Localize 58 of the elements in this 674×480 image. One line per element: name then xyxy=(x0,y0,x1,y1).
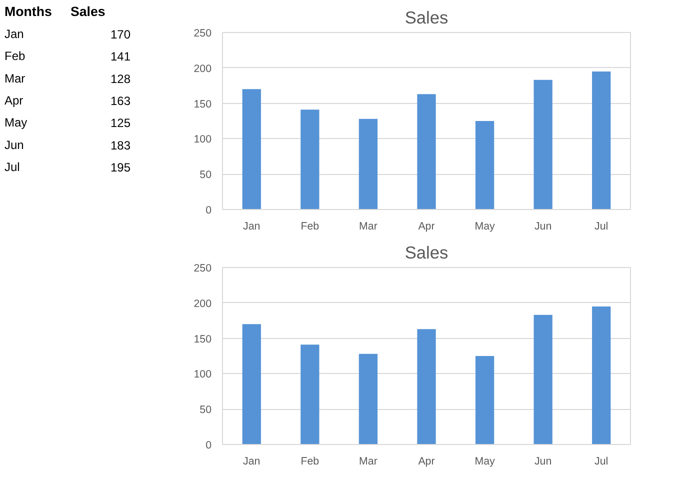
x-tick-label: Feb xyxy=(300,456,320,468)
y-tick-label: 50 xyxy=(200,404,212,416)
bar xyxy=(300,110,320,210)
y-tick-label: 100 xyxy=(194,134,212,146)
chart-title: Sales xyxy=(404,242,449,262)
category-label: Apr xyxy=(4,94,24,108)
bar xyxy=(475,121,494,210)
chart-title: Sales xyxy=(404,8,449,28)
category-label: Mar xyxy=(4,71,26,86)
category-label: Feb xyxy=(4,49,26,64)
category-label: Jun xyxy=(4,138,24,152)
category-label: Jan xyxy=(4,26,24,41)
data-label: 163 xyxy=(110,94,131,108)
y-tick-label: 100 xyxy=(194,368,212,381)
x-tick-label: May xyxy=(474,456,496,468)
bar xyxy=(358,118,378,210)
bar xyxy=(534,80,552,210)
data-label: 183 xyxy=(110,138,131,152)
x-tick-label: Mar xyxy=(359,456,378,468)
x-tick-label: Mar xyxy=(359,220,378,232)
y-tick-label: 150 xyxy=(194,333,212,346)
text: Months xyxy=(4,4,52,20)
x-tick-label: May xyxy=(474,220,496,232)
x-tick-label: Jun xyxy=(534,220,552,232)
data-label: 128 xyxy=(110,72,131,86)
y-tick-label: 200 xyxy=(194,62,212,75)
y-tick-label: 250 xyxy=(194,28,212,40)
bar xyxy=(242,324,261,444)
y-tick-label: 150 xyxy=(194,98,212,110)
data-label: 141 xyxy=(110,50,131,64)
data-label: 125 xyxy=(110,116,131,130)
bar xyxy=(592,71,611,210)
category-label: May xyxy=(4,116,28,130)
x-tick-label: Jul xyxy=(594,220,608,232)
y-tick-label: 0 xyxy=(206,440,212,452)
x-tick-label: Jan xyxy=(243,220,260,232)
x-tick-label: Jul xyxy=(594,456,608,468)
x-tick-label: Apr xyxy=(418,456,436,468)
y-tick-label: 250 xyxy=(194,262,212,274)
y-tick-label: 50 xyxy=(200,169,212,182)
x-tick-label: Feb xyxy=(300,220,320,232)
data-label: 195 xyxy=(110,160,131,175)
bar xyxy=(242,89,261,210)
x-tick-label: Jan xyxy=(243,456,260,468)
y-tick-label: 200 xyxy=(194,298,212,310)
data-label: 170 xyxy=(110,27,131,42)
text: Sales xyxy=(70,4,106,20)
bar xyxy=(417,329,436,444)
category-label: Jul xyxy=(4,160,20,174)
bar xyxy=(300,344,320,444)
x-tick-label: Jun xyxy=(534,456,552,468)
y-tick-label: 0 xyxy=(206,204,212,216)
bar xyxy=(417,94,436,210)
bar xyxy=(358,354,378,444)
x-tick-label: Apr xyxy=(418,220,436,232)
bar xyxy=(534,314,552,444)
bar xyxy=(592,306,611,444)
bar xyxy=(475,356,494,444)
